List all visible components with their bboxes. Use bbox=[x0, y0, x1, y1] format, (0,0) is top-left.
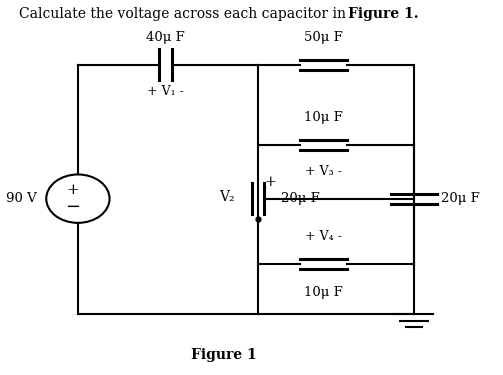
Text: V₂: V₂ bbox=[219, 190, 235, 204]
Text: + V₁ -: + V₁ - bbox=[147, 85, 184, 98]
Text: + V₄ -: + V₄ - bbox=[305, 230, 342, 243]
Text: +: + bbox=[67, 183, 79, 198]
Text: Figure 1: Figure 1 bbox=[191, 348, 257, 363]
Text: +: + bbox=[265, 175, 276, 189]
Text: + V₃ -: + V₃ - bbox=[305, 165, 342, 178]
Text: 50μ F: 50μ F bbox=[304, 31, 343, 44]
Text: 40μ F: 40μ F bbox=[146, 31, 185, 44]
Text: 10μ F: 10μ F bbox=[304, 286, 343, 299]
Text: Figure 1.: Figure 1. bbox=[348, 7, 419, 21]
Text: −: − bbox=[65, 198, 80, 216]
Text: 20μ F: 20μ F bbox=[282, 192, 320, 205]
Text: Calculate the voltage across each capacitor in: Calculate the voltage across each capaci… bbox=[20, 7, 351, 21]
Text: 20μ F: 20μ F bbox=[441, 192, 479, 205]
Text: 10μ F: 10μ F bbox=[304, 111, 343, 124]
Text: 90 V: 90 V bbox=[6, 192, 37, 205]
